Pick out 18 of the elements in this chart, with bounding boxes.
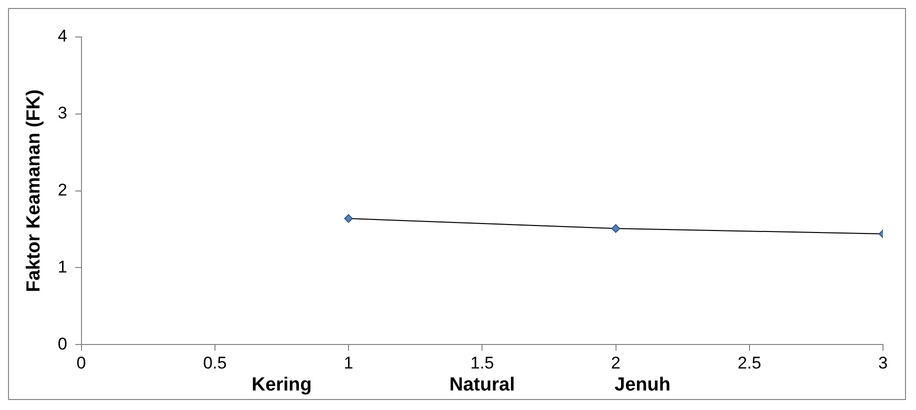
text: Natural [449,374,515,396]
x-tick-label: 1 [344,353,354,372]
y-tick-label: 3 [58,104,68,123]
y-tick-label: 4 [58,26,68,46]
y-tick-label: 0 [58,334,68,354]
point [344,214,353,223]
y-tick-label: 1 [58,257,68,276]
point [611,224,620,233]
text: Kering [252,374,312,396]
y-axis-title: Faktor Keamanan (FK) [24,89,45,292]
x-tick-label: 2.5 [738,353,762,372]
text: Jenuh [614,374,670,396]
x-tick-label: 3 [878,353,888,372]
y-tick-label: 2 [58,180,68,200]
x-tick-label: 2 [611,353,620,372]
x-tick-label: 1.5 [470,353,494,372]
x-tick-label: 0.5 [203,353,227,372]
x-tick-label: 0 [76,353,86,372]
